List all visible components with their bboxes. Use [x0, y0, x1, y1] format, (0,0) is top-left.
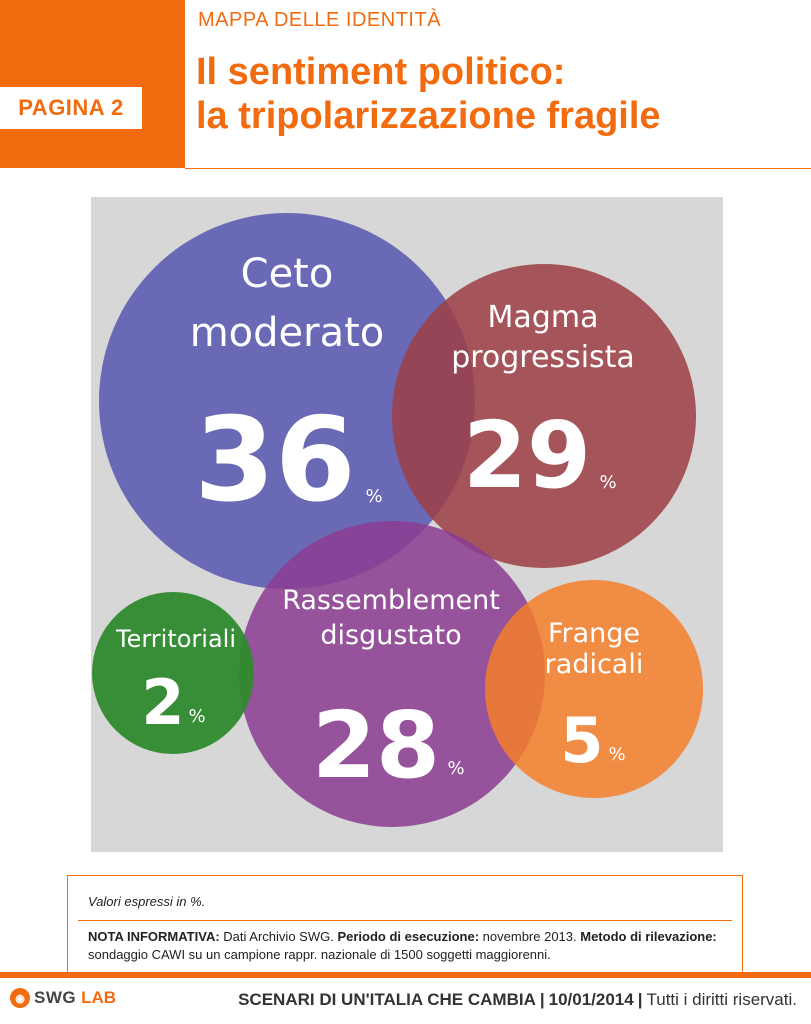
title-line-1: Il sentiment politico: — [196, 51, 566, 93]
notes-divider — [78, 920, 732, 921]
unit-magma-progressista: % — [599, 472, 616, 493]
label-ceto-moderato-line2: moderato — [190, 310, 385, 356]
swg-logo-icon: ◉ — [10, 988, 30, 1008]
footer-caption: SCENARI DI UN'ITALIA CHE CAMBIA | 10/01/20… — [238, 990, 797, 1010]
footer-date: 10/01/2014 — [548, 990, 634, 1009]
page-title: Il sentiment politico: la tripolarizzazi… — [196, 50, 661, 138]
bubble-territoriali — [92, 592, 254, 754]
label-territoriali: Territoriali — [115, 625, 236, 653]
footer-separator-1: | — [539, 990, 545, 1009]
method-value: sondaggio CAWI su un campione rappr. naz… — [88, 947, 551, 962]
logo-lab-text: LAB — [81, 988, 117, 1007]
bubble-ceto-moderato — [99, 213, 475, 589]
label-frange-radicali-line2: radicali — [545, 649, 644, 680]
page-badge-label: PAGINA 2 — [18, 95, 124, 120]
value-frange-radicali: 5 — [560, 704, 603, 777]
label-ceto-moderato-line1: Ceto — [241, 251, 334, 297]
label-rassemblement-line1: Rassemblement — [282, 585, 500, 616]
label-rassemblement-line2: disgustato — [320, 620, 461, 651]
logo-swg-text: SWG — [34, 988, 77, 1007]
footer-rights: Tutti i diritti riservati. — [646, 990, 797, 1009]
header-divider — [185, 168, 811, 169]
unit-frange-radicali: % — [608, 744, 625, 765]
swg-lab-logo: ◉ SWG LAB — [10, 988, 116, 1008]
bubble-magma-progressista — [392, 264, 696, 568]
value-territoriali: 2 — [141, 666, 184, 739]
value-rassemblement-disgustato: 28 — [312, 692, 440, 799]
value-ceto-moderato: 36 — [194, 393, 355, 528]
unit-ceto-moderato: % — [365, 486, 382, 507]
unit-territoriali: % — [188, 706, 205, 727]
bubble-rassemblement-disgustato — [239, 521, 545, 827]
method-label: Metodo di rilevazione: — [580, 929, 717, 944]
label-magma-progressista-line1: Magma — [488, 300, 599, 335]
info-label: NOTA INFORMATIVA: — [88, 929, 220, 944]
kicker: MAPPA DELLE IDENTITÀ — [198, 9, 442, 31]
footer-divider — [0, 972, 811, 978]
bubble-frange-radicali — [485, 580, 703, 798]
info-source: Dati Archivio SWG. — [223, 929, 334, 944]
title-line-2: la tripolarizzazione fragile — [196, 95, 661, 137]
label-magma-progressista-line2: progressista — [451, 340, 635, 375]
info-note: NOTA INFORMATIVA: Dati Archivio SWG. Per… — [88, 928, 728, 964]
period-value: novembre 2013. — [482, 929, 577, 944]
footer-separator-2: | — [637, 990, 643, 1009]
notes-box: Valori espressi in %. NOTA INFORMATIVA: … — [67, 875, 743, 974]
values-note: Valori espressi in %. — [88, 894, 206, 909]
label-frange-radicali-line1: Frange — [548, 618, 640, 649]
period-label: Periodo di esecuzione: — [337, 929, 480, 944]
header-orange-block — [0, 0, 185, 168]
value-magma-progressista: 29 — [463, 402, 591, 509]
page-badge: PAGINA 2 — [0, 87, 142, 129]
unit-rassemblement-disgustato: % — [447, 758, 464, 779]
footer-series-title: SCENARI DI UN'ITALIA CHE CAMBIA — [238, 990, 536, 1009]
